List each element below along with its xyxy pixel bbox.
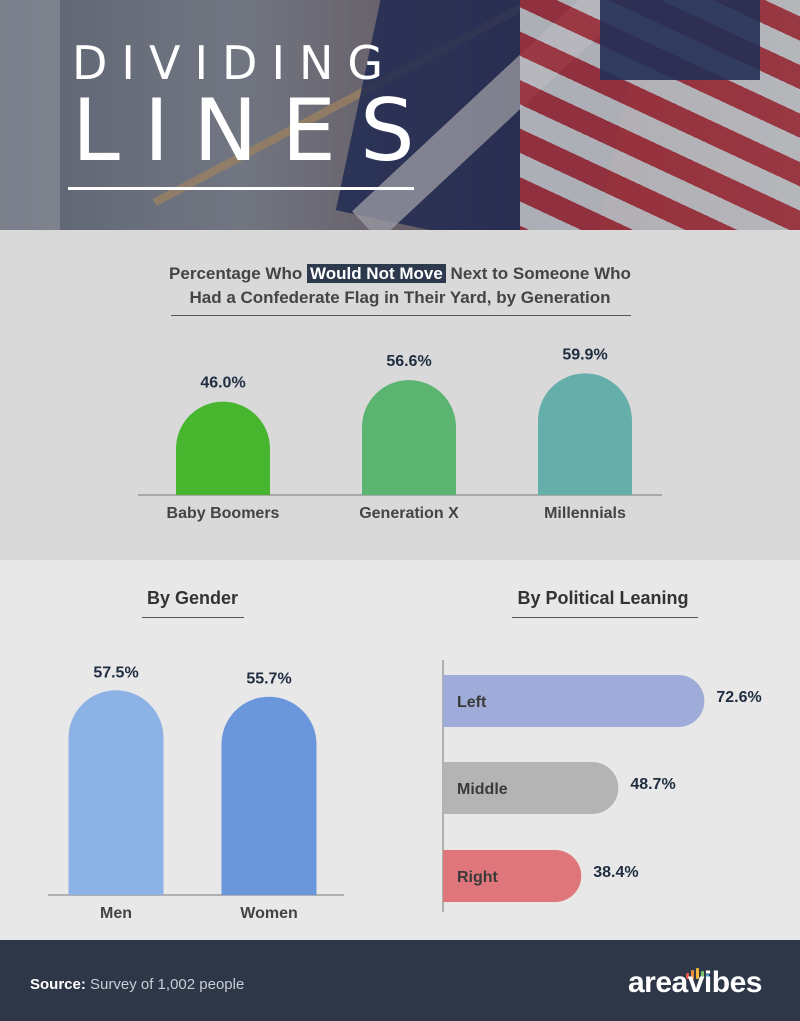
bar-right [443, 850, 582, 902]
bar-women [221, 696, 317, 895]
political-chart: Left 72.6% Middle 48.7% Right 38.4% [442, 660, 762, 912]
value-label-millennials: 59.9% [562, 346, 607, 363]
category-label-middle: Middle [457, 781, 508, 798]
category-label-generation-x: Generation X [359, 505, 459, 522]
logo-bar [691, 970, 694, 979]
category-label-left: Left [457, 694, 487, 711]
category-label-right: Right [457, 869, 499, 886]
hero-shade [0, 0, 800, 230]
gender-chart-title: By Gender [146, 588, 239, 608]
generation-chart: 46.0% Baby Boomers 56.6% Generation X 59.9% M… [138, 346, 662, 522]
category-label-baby-boomers: Baby Boomers [167, 505, 280, 522]
value-label-generation-x: 56.6% [386, 353, 431, 370]
source-label: Source: [30, 976, 86, 993]
logo-bar [696, 968, 699, 979]
logo-bar [686, 973, 689, 979]
value-label-left: 72.6% [716, 689, 761, 706]
value-label-middle: 48.7% [630, 776, 675, 793]
title-underline [68, 187, 414, 190]
bar-left [443, 675, 705, 727]
political-chart-title: By Political Leaning [517, 588, 689, 608]
bar-baby-boomers [176, 401, 270, 495]
footer: Source: Survey of 1,002 people areavibes [0, 940, 800, 1021]
bar-millennials [538, 373, 632, 495]
source-text: Survey of 1,002 people [85, 976, 245, 993]
hero-banner: DIVIDING LINES [0, 0, 800, 230]
title-pre: Percentage Who [169, 264, 307, 283]
gender-chart: 57.5% Men 55.7% Women [48, 664, 344, 922]
bar-generation-x [362, 380, 456, 495]
generation-section: Percentage Who Would Not Move Next to So… [0, 230, 800, 560]
bar-men [68, 690, 164, 895]
logo-bar [701, 971, 704, 979]
hero-background-wall [0, 0, 60, 230]
breakdown-section: By Gender By Political Leaning 57.5% Men 5… [0, 560, 800, 940]
political-title-underline [512, 617, 698, 618]
brand-logo[interactable]: areavibes [628, 966, 762, 999]
title-highlight: Would Not Move [306, 264, 446, 283]
source-note: Source: Survey of 1,002 people [30, 976, 244, 993]
value-label-women: 55.7% [246, 671, 291, 688]
page-title-line1: DIVIDING [72, 36, 398, 90]
brand-logo-mark [686, 961, 716, 979]
category-label-millennials: Millennials [544, 505, 626, 522]
generation-title-underline [171, 315, 631, 316]
value-label-men: 57.5% [93, 664, 138, 681]
value-label-baby-boomers: 46.0% [200, 375, 245, 392]
gender-title-underline [142, 617, 244, 618]
hero-american-flag-canton [600, 0, 760, 80]
category-label-men: Men [100, 905, 132, 922]
generation-chart-title: Percentage Who Would Not Move Next to So… [0, 262, 800, 310]
value-label-right: 38.4% [593, 864, 638, 881]
title-post: Next to Someone Who [445, 264, 631, 283]
page-title-line2: LINES [72, 81, 439, 181]
bar-middle [443, 762, 619, 814]
category-label-women: Women [240, 905, 297, 922]
title-line2: Had a Confederate Flag in Their Yard, by… [189, 288, 611, 307]
logo-bar [706, 974, 709, 979]
